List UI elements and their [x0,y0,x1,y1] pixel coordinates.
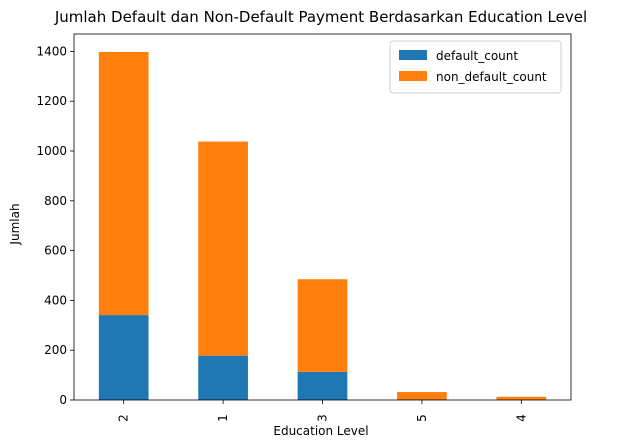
bar-non_default_count-5 [397,392,447,400]
x-tick-label: 3 [316,414,330,422]
y-tick-label: 800 [44,194,67,208]
legend-swatch-non_default_count [399,71,427,81]
bar-non_default_count-4 [496,396,547,400]
y-tick-label: 0 [59,393,67,407]
y-tick-label: 400 [44,293,67,307]
bar-non_default_count-1 [198,141,248,356]
legend-label-default_count: default_count [436,49,518,63]
x-tick-label: 1 [216,414,230,422]
bar-default_count-3 [297,371,348,400]
x-tick-label: 5 [415,414,429,422]
legend-swatch-default_count [399,50,427,60]
y-tick-label: 1400 [36,44,67,58]
x-tick-label: 2 [117,414,131,422]
chart-title: Jumlah Default dan Non-Default Payment B… [54,8,587,26]
y-tick-label: 1200 [36,94,67,108]
plot-frame [73,33,572,401]
bar-default_count-2 [98,315,149,400]
legend: default_count non_default_count [389,40,562,94]
x-tick-label: 4 [514,414,528,422]
y-tick-label: 200 [44,343,67,357]
plot-area: 2 1 3 5 4 0 200 400 600 800 1000 1200 1400 [36,33,572,422]
bar-default_count-1 [198,355,248,400]
y-axis-label: Jumlah [8,203,22,245]
legend-box [389,40,562,94]
y-tick-label: 600 [44,244,67,258]
legend-label-non_default_count: non_default_count [436,70,547,84]
x-axis-label: Education Level [273,424,368,438]
bar-non_default_count-3 [297,279,348,372]
bar-non_default_count-2 [98,51,149,316]
y-tick-label: 1000 [36,144,67,158]
